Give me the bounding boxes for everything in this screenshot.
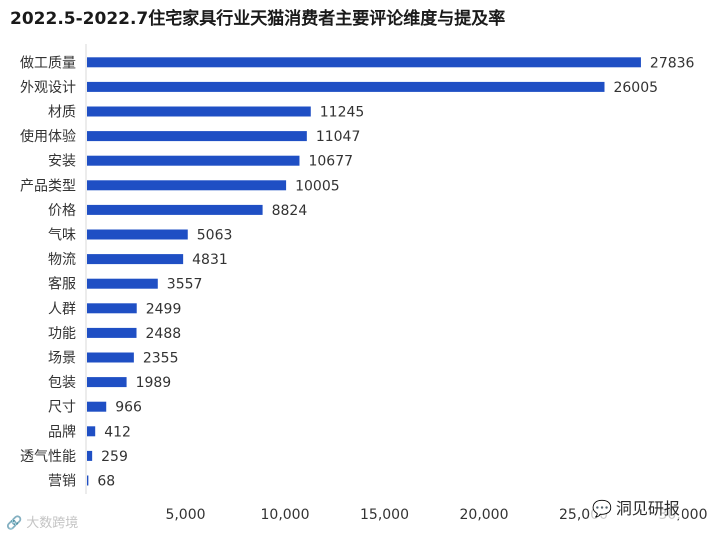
category-label: 外观设计 [20, 80, 76, 96]
bar [87, 426, 96, 437]
category-label: 品牌 [48, 423, 76, 440]
x-tick-label: 5,000 [165, 507, 205, 523]
value-label: 1989 [136, 375, 172, 391]
category-labels: 做工质量外观设计材质使用体验安装产品类型价格气味物流客服人群功能场景包装尺寸品牌… [20, 55, 76, 489]
value-label: 11245 [320, 105, 365, 121]
value-label: 259 [101, 449, 128, 465]
category-label: 气味 [48, 228, 76, 244]
bar [87, 229, 188, 240]
bar [87, 254, 184, 265]
bar [87, 57, 641, 68]
x-tick-label: 20,000 [460, 507, 509, 523]
category-label: 物流 [48, 252, 76, 268]
value-label: 966 [115, 400, 142, 416]
category-label: 价格 [48, 203, 76, 219]
bar [87, 131, 307, 142]
category-label: 透气性能 [20, 449, 76, 465]
value-label: 68 [97, 474, 115, 490]
category-label: 产品类型 [20, 178, 76, 194]
category-label: 营销 [48, 474, 76, 490]
value-label: 4831 [192, 252, 228, 268]
category-label: 使用体验 [20, 128, 76, 145]
value-label: 5063 [197, 228, 233, 244]
value-labels: 27836 26005 11245 11047 10677 10005 8824 5063 48… [97, 55, 694, 489]
watermark-right: 💬 洞见研报 [590, 495, 682, 519]
value-label: 2488 [146, 326, 182, 342]
category-label: 安装 [48, 154, 76, 170]
watermark-right-text: 洞见研报 [615, 499, 680, 518]
category-label: 人群 [48, 301, 76, 317]
bar [87, 155, 300, 166]
bar [87, 303, 137, 314]
bar [87, 180, 287, 191]
bar [87, 106, 311, 117]
category-label: 尺寸 [48, 400, 76, 416]
bar [87, 204, 263, 215]
wechat-icon: 💬 [592, 499, 612, 518]
value-label: 2355 [143, 351, 179, 367]
category-label: 做工质量 [20, 55, 76, 71]
value-label: 26005 [613, 80, 658, 96]
watermark-left: 🔗 大数跨境 [6, 512, 78, 531]
chart-title: 2022.5-2022.7住宅家具行业天猫消费者主要评论维度与提及率 [10, 9, 506, 29]
bar [87, 377, 127, 388]
value-label: 11047 [316, 129, 361, 145]
x-tick-label: 15,000 [360, 507, 409, 523]
value-label: 8824 [272, 203, 308, 219]
category-label: 包装 [48, 375, 76, 391]
category-label: 功能 [48, 326, 76, 342]
bar [87, 278, 158, 289]
category-label: 客服 [48, 276, 76, 293]
bar [87, 450, 93, 461]
watermark-left-text: 大数跨境 [26, 516, 79, 531]
x-tick-label: 10,000 [261, 507, 310, 523]
value-label: 27836 [650, 55, 695, 71]
category-label: 场景 [48, 351, 76, 367]
bar [87, 327, 137, 338]
value-label: 10005 [295, 178, 340, 194]
bars-layer [87, 57, 641, 486]
bar [87, 401, 107, 412]
bar [87, 352, 134, 363]
value-label: 10677 [308, 154, 353, 170]
bar [87, 475, 89, 486]
bar [87, 81, 605, 92]
value-label: 2499 [146, 301, 182, 317]
category-label: 材质 [48, 105, 76, 121]
value-label: 412 [104, 424, 131, 440]
link-icon: 🔗 [6, 516, 23, 531]
value-label: 3557 [167, 277, 203, 293]
